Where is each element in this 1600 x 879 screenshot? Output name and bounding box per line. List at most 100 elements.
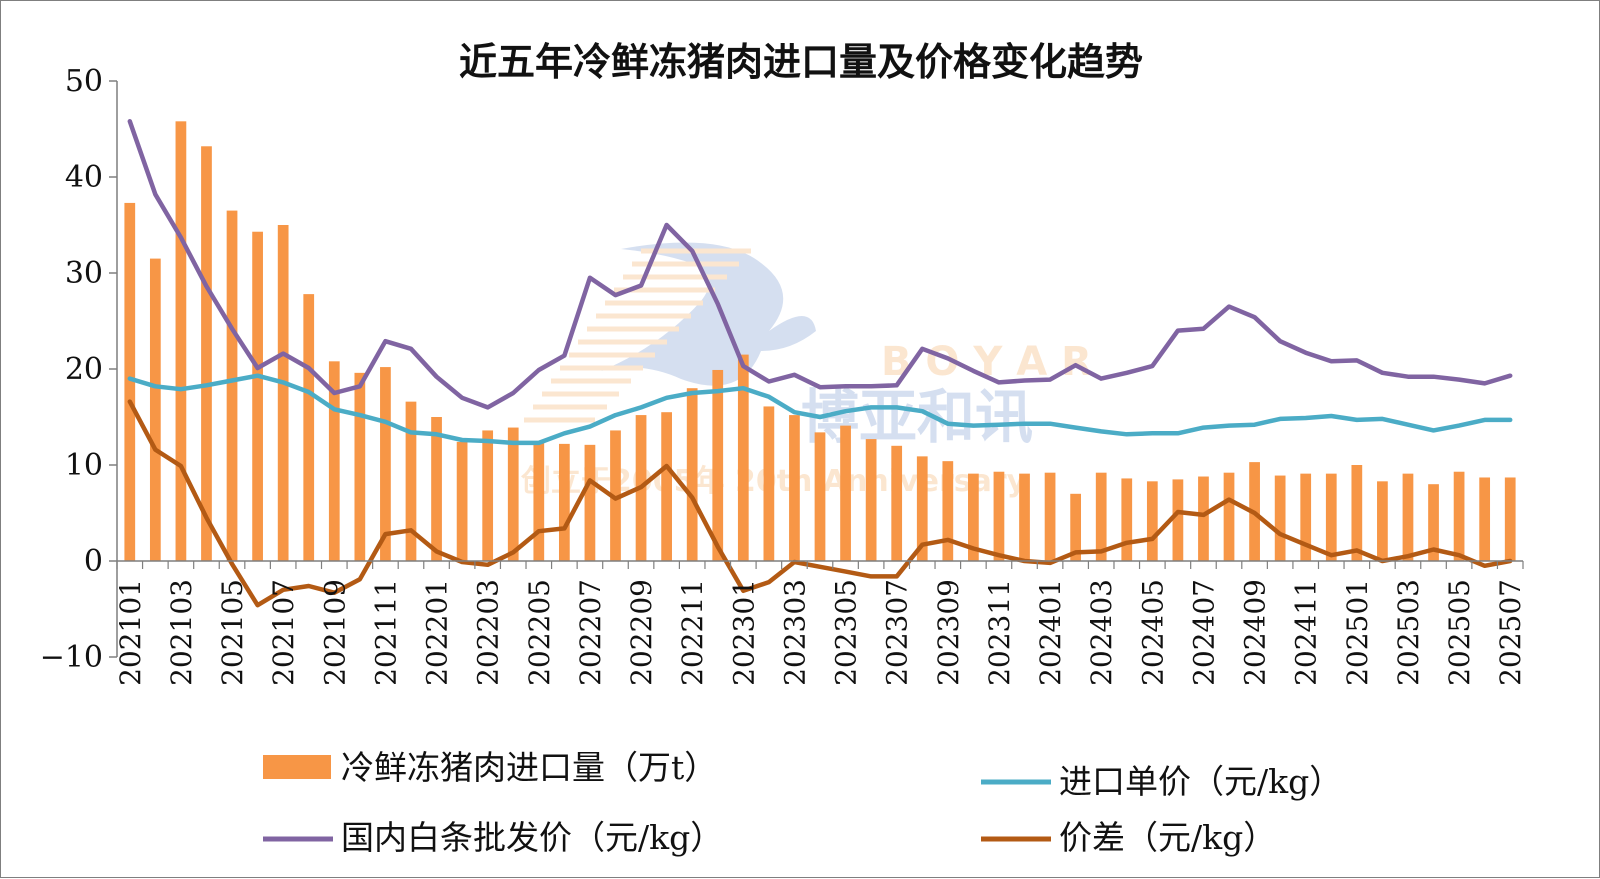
- x-tick-label: 202501: [1341, 579, 1374, 686]
- bar-import-volume: [661, 412, 672, 561]
- x-tick-label: 202205: [523, 579, 556, 686]
- watermark-chinese: 博亚和讯: [801, 383, 1033, 451]
- bar-import-volume: [610, 430, 621, 561]
- bar-import-volume: [149, 258, 161, 561]
- bar-import-volume: [737, 354, 749, 561]
- x-tick-label: 202507: [1494, 579, 1527, 686]
- line-domestic-price: [127, 119, 1513, 410]
- bar-import-volume: [1300, 473, 1312, 561]
- bar-import-volume: [789, 415, 800, 561]
- bar-import-volume: [1428, 484, 1439, 561]
- y-tick-label: 40: [65, 160, 103, 195]
- legend-label-import-volume: 冷鲜冻猪肉进口量（万t）: [341, 748, 717, 787]
- x-tick-label: 202407: [1187, 579, 1220, 686]
- bar-import-volume: [558, 443, 570, 561]
- x-tick-label: 202203: [472, 579, 505, 686]
- bar-import-volume: [1172, 479, 1184, 561]
- x-tick-label: 202403: [1085, 579, 1118, 686]
- bar-import-volume: [942, 461, 954, 561]
- bar-import-volume: [328, 361, 340, 561]
- x-tick-label: 202107: [267, 579, 300, 686]
- x-tick-label: 202105: [216, 579, 249, 686]
- bar-import-volume: [533, 441, 545, 561]
- watermark-bird-shape: [601, 242, 816, 386]
- bar-import-volume: [584, 444, 596, 561]
- legend: 冷鲜冻猪肉进口量（万t） 进口单价（元/kg） 国内白条批发价（元/kg） 价差…: [263, 748, 1342, 857]
- bar-import-volume: [303, 294, 315, 561]
- bar-series: [124, 121, 1516, 562]
- bar-import-volume: [1351, 465, 1363, 561]
- bar-import-volume: [916, 456, 928, 561]
- line-price-gap: [127, 399, 1513, 608]
- x-tick-label: 202405: [1136, 579, 1169, 686]
- legend-label-price-gap: 价差（元/kg）: [1059, 818, 1276, 857]
- y-tick-label: 10: [65, 448, 103, 483]
- bar-import-volume: [993, 471, 1005, 561]
- bar-import-volume: [1095, 472, 1107, 561]
- y-axis: −10 0 10 20 30 40 50: [40, 64, 118, 675]
- bar-import-volume: [507, 427, 519, 561]
- y-tick-label: 0: [84, 544, 103, 579]
- x-axis: 202101 202103 202105 202107 202109 202111 2022…: [114, 560, 1527, 686]
- bar-import-volume: [456, 441, 468, 561]
- bar-import-volume: [1479, 477, 1491, 561]
- bar-import-volume: [814, 432, 826, 561]
- x-tick-label: 202207: [574, 579, 607, 686]
- bar-import-volume: [1377, 481, 1388, 561]
- chart-title: 近五年冷鲜冻猪肉进口量及价格变化趋势: [459, 39, 1143, 84]
- bar-import-volume: [380, 367, 391, 561]
- y-tick-label: 30: [65, 256, 103, 291]
- x-tick-label: 202201: [421, 579, 454, 686]
- x-tick-label: 202109: [318, 579, 351, 686]
- bar-import-volume: [1198, 476, 1209, 561]
- bar-import-volume: [865, 439, 877, 561]
- bar-import-volume: [686, 388, 698, 561]
- x-tick-label: 202505: [1443, 579, 1476, 686]
- bar-import-volume: [1044, 472, 1056, 561]
- bar-import-volume: [277, 225, 289, 561]
- legend-item-import-volume: 冷鲜冻猪肉进口量（万t）: [263, 748, 717, 787]
- bar-import-volume: [1504, 477, 1516, 561]
- legend-item-import-price: 进口单价（元/kg）: [981, 762, 1342, 801]
- x-tick-label: 202411: [1290, 579, 1323, 686]
- x-tick-label: 202401: [1034, 579, 1067, 686]
- x-tick-label: 202209: [625, 579, 658, 686]
- x-tick-label: 202309: [932, 579, 965, 686]
- bar-import-volume: [1402, 473, 1414, 561]
- bar-import-volume: [405, 401, 417, 561]
- bar-import-volume: [1019, 473, 1030, 561]
- bar-import-volume: [712, 369, 724, 561]
- bar-import-volume: [124, 202, 136, 562]
- x-tick-label: 202211: [676, 579, 709, 686]
- bar-import-volume: [1223, 472, 1235, 561]
- bar-import-volume: [431, 417, 442, 561]
- legend-swatch-bar: [263, 755, 331, 779]
- bar-import-volume: [763, 406, 775, 561]
- bar-import-volume: [1453, 471, 1465, 561]
- legend-label-import-price: 进口单价（元/kg）: [1059, 762, 1342, 801]
- bar-import-volume: [891, 445, 903, 561]
- x-tick-label: 202503: [1392, 579, 1425, 686]
- y-tick-label: −10: [40, 640, 103, 675]
- legend-item-domestic-price: 国内白条批发价（元/kg）: [263, 818, 723, 857]
- bar-import-volume: [968, 473, 979, 561]
- line-import-price: [127, 373, 1513, 446]
- x-tick-label: 202409: [1239, 579, 1272, 686]
- bar-import-volume: [201, 146, 212, 561]
- boyar-watermark-logo: B O Y A R 博亚和讯 创立于2005年 20th Anniversary: [520, 242, 1092, 499]
- bar-import-volume: [175, 121, 187, 561]
- bar-import-volume: [1274, 475, 1286, 561]
- x-tick-label: 202301: [727, 579, 760, 686]
- x-tick-label: 202305: [830, 579, 863, 686]
- bar-import-volume: [226, 210, 238, 561]
- bar-import-volume: [1121, 478, 1133, 561]
- bar-import-volume: [1070, 493, 1082, 561]
- bar-import-volume: [252, 231, 263, 561]
- bar-import-volume: [354, 372, 366, 561]
- x-tick-label: 202103: [165, 579, 198, 686]
- x-tick-label: 202111: [369, 579, 402, 686]
- legend-item-price-gap: 价差（元/kg）: [981, 818, 1276, 857]
- line-series: [127, 119, 1513, 608]
